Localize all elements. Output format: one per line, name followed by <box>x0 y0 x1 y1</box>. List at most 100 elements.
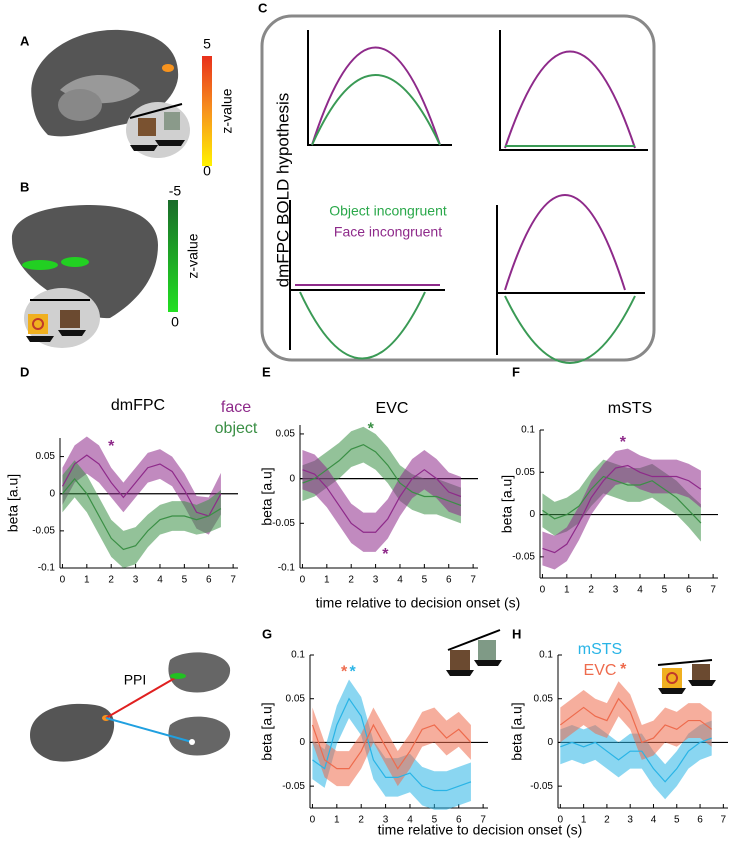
error-band <box>302 450 461 552</box>
significance-marker: * <box>382 546 389 563</box>
x-tick-label: 1 <box>334 815 340 826</box>
y-tick-label: 0 <box>547 737 553 748</box>
y-tick-label: 0 <box>289 473 295 484</box>
significance-marker: * <box>108 438 115 455</box>
x-tick-label: 3 <box>613 585 619 596</box>
legend-entry: Object incongruent <box>329 203 447 219</box>
colorbar-max: 5 <box>203 36 211 52</box>
y-tick-label: -0.1 <box>278 563 296 574</box>
x-tick-label: 0 <box>540 585 546 596</box>
error-band <box>560 681 712 760</box>
colorbar <box>202 56 212 166</box>
mean-line <box>61 477 222 551</box>
panel-label: D <box>20 364 29 379</box>
x-tick-label: 7 <box>710 585 716 596</box>
x-tick-label: 0 <box>60 575 66 586</box>
x-tick-label: 7 <box>721 815 727 826</box>
y-tick-label: 0.1 <box>521 425 535 436</box>
y-tick-label: -0.05 <box>512 551 535 562</box>
x-tick-label: 0 <box>300 575 306 586</box>
ppi-illustration <box>30 652 231 762</box>
x-tick-label: 3 <box>627 815 633 826</box>
mean-line <box>559 697 713 744</box>
y-tick-label: -0.05 <box>32 525 55 536</box>
x-tick-label: 2 <box>348 575 354 586</box>
y-tick-label: 0.1 <box>539 650 553 661</box>
y-tick-label: 0 <box>299 737 305 748</box>
error-band <box>302 426 461 524</box>
mean-line <box>61 454 222 517</box>
chart-title: dmFPC <box>111 397 165 414</box>
x-tick-label: 3 <box>373 575 379 586</box>
significance-marker: * <box>350 664 357 681</box>
y-tick-label: 0.05 <box>534 693 554 704</box>
panel-label: F <box>512 364 520 379</box>
x-tick-label: 2 <box>588 585 594 596</box>
x-tick-label: 1 <box>324 575 330 586</box>
x-axis-label: time relative to decision onset (s) <box>316 595 521 611</box>
x-tick-label: 4 <box>637 585 643 596</box>
y-tick-label: 0 <box>49 488 55 499</box>
x-tick-label: 4 <box>157 575 163 586</box>
colorbar-label: z-value <box>219 88 235 133</box>
error-band <box>312 707 471 787</box>
x-tick-label: 5 <box>182 575 188 586</box>
ppi-label: PPI <box>124 672 147 688</box>
error-band <box>560 720 712 800</box>
y-axis-label: beta [a.u] <box>499 475 515 533</box>
x-axis-label: time relative to decision onset (s) <box>378 822 583 838</box>
significance-marker: * <box>620 661 627 678</box>
x-tick-label: 7 <box>480 815 486 826</box>
brain-image <box>11 205 158 348</box>
mean-line <box>311 723 472 770</box>
panel-label: C <box>258 0 268 15</box>
panel-label: E <box>262 364 271 379</box>
y-tick-label: 0 <box>529 509 535 520</box>
error-band <box>312 679 471 810</box>
x-tick-label: 1 <box>84 575 90 586</box>
colorbar-min: 0 <box>171 314 179 330</box>
y-axis-label: beta [a.u] <box>509 702 525 760</box>
x-tick-label: 6 <box>456 815 462 826</box>
legend-entry: object <box>215 420 258 437</box>
y-tick-label: -0.05 <box>272 518 295 529</box>
x-tick-label: 2 <box>604 815 610 826</box>
mean-line <box>542 464 702 554</box>
colorbar <box>168 200 178 312</box>
balance-icon <box>446 629 716 694</box>
chart-title: EVC <box>376 400 409 417</box>
x-tick-label: 6 <box>206 575 212 586</box>
panel-label: A <box>20 33 30 48</box>
y-tick-label: 0.05 <box>36 451 56 462</box>
panel-label: G <box>262 626 272 641</box>
legend-entry: mSTS <box>578 641 622 658</box>
x-tick-label: 5 <box>674 815 680 826</box>
significance-marker: * <box>620 434 627 451</box>
x-tick-label: 4 <box>651 815 657 826</box>
colorbar-label: z-value <box>185 233 201 278</box>
x-tick-label: 6 <box>446 575 452 586</box>
x-tick-label: 5 <box>422 575 428 586</box>
y-tick-label: 0.05 <box>276 429 296 440</box>
x-tick-label: 4 <box>397 575 403 586</box>
x-tick-label: 7 <box>470 575 476 586</box>
x-tick-label: 2 <box>108 575 114 586</box>
colorbar-max: -5 <box>169 183 182 199</box>
x-tick-label: 5 <box>432 815 438 826</box>
hypothesis-title: dmFPC BOLD hypothesis <box>273 93 292 288</box>
x-tick-label: 4 <box>407 815 413 826</box>
x-tick-label: 5 <box>662 585 668 596</box>
mean-line <box>302 468 462 533</box>
x-tick-label: 0 <box>310 815 316 826</box>
significance-marker: * <box>341 664 348 681</box>
y-tick-label: 0.05 <box>516 467 536 478</box>
error-band <box>62 460 221 568</box>
y-tick-label: 0.1 <box>291 650 305 661</box>
x-tick-label: 1 <box>581 815 587 826</box>
y-axis-label: beta [a.u] <box>259 702 275 760</box>
panel-label: B <box>20 179 29 194</box>
legend-entry: Face incongruent <box>334 224 442 240</box>
x-tick-label: 6 <box>697 815 703 826</box>
error-band <box>542 448 701 570</box>
